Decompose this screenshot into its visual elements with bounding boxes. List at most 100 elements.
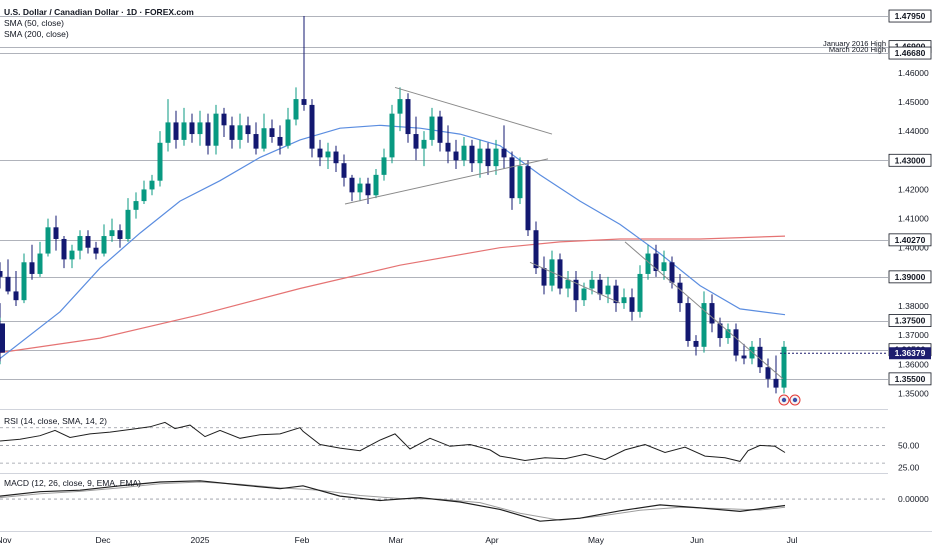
candle-body — [453, 151, 459, 161]
candle-body — [0, 323, 5, 353]
candle-body — [341, 163, 347, 178]
candle-body — [309, 104, 315, 149]
level-annotation: January 2016 High — [823, 39, 886, 48]
level-price-label: 1.43000 — [895, 155, 926, 165]
candle-body — [661, 262, 667, 272]
candle-body — [605, 285, 611, 295]
price-axis-tick-label: 1.36000 — [898, 359, 929, 369]
candle-body — [37, 253, 43, 274]
candle-body — [21, 262, 27, 301]
event-flag-icon — [781, 397, 787, 403]
candle-body — [501, 148, 507, 158]
candle-body — [69, 250, 75, 260]
candle-body — [229, 125, 235, 140]
candle-body — [85, 236, 91, 248]
current-price-label-box — [889, 347, 931, 360]
sma200-legend: SMA (200, close) — [4, 29, 69, 39]
rsi-line — [0, 421, 786, 462]
candle-body — [717, 323, 723, 339]
level-price-label-box — [888, 233, 932, 247]
candle-body — [629, 297, 635, 312]
candle-body — [693, 340, 699, 347]
candle-body — [533, 230, 539, 269]
candle-body — [157, 142, 163, 181]
candle-body — [77, 236, 83, 251]
level-price-label-box — [888, 153, 932, 167]
candle-body — [669, 262, 675, 283]
level-price-label: 1.46680 — [895, 48, 926, 58]
event-flag-icon — [792, 397, 798, 403]
candle-body — [301, 99, 307, 105]
candle-body — [349, 177, 355, 193]
candle-body — [677, 282, 683, 304]
candle-body — [125, 209, 131, 239]
price-axis-tick-label: 1.37000 — [898, 330, 929, 340]
level-price-label: 1.46900 — [895, 42, 926, 52]
candle-body — [773, 378, 779, 388]
candle-body — [0, 271, 3, 277]
candle-body — [733, 329, 739, 356]
candle-body — [565, 279, 571, 289]
candle-body — [245, 125, 251, 135]
candle-body — [645, 253, 651, 274]
candle-body — [405, 99, 411, 135]
time-axis-tick-label: Jun — [690, 535, 704, 545]
candle-body — [325, 151, 331, 158]
current-price-label: 1.36379 — [895, 348, 926, 358]
candle-body — [397, 99, 403, 114]
candle-body — [117, 230, 123, 239]
candle-body — [725, 329, 731, 339]
candle-body — [413, 134, 419, 149]
candle-body — [285, 119, 291, 146]
rsi-axis-tick-label: 25.00 — [898, 463, 920, 473]
time-axis-tick-label: Jul — [787, 535, 798, 545]
price-axis-tick-label: 1.44000 — [898, 126, 929, 136]
candle-body — [149, 180, 155, 190]
price-axis-tick-label: 1.40000 — [898, 243, 929, 253]
candle-body — [365, 183, 371, 196]
candle-body — [765, 367, 771, 379]
level-annotation: March 2020 High — [829, 45, 886, 54]
candle-body — [221, 113, 227, 126]
candle-body — [5, 276, 11, 292]
candle-body — [493, 148, 499, 167]
candle-body — [381, 157, 387, 175]
candle-body — [429, 116, 435, 140]
level-price-label-box — [888, 46, 932, 60]
time-axis-tick-label: 2025 — [191, 535, 210, 545]
trendline — [344, 158, 549, 205]
macd-legend: MACD (12, 26, close, 9, EMA, EMA) — [4, 478, 141, 488]
time-axis-tick-label: May — [588, 535, 605, 545]
candle-body — [653, 253, 659, 272]
candle-body — [269, 128, 275, 137]
candle-body — [213, 113, 219, 146]
rsi-legend: RSI (14, close, SMA, 14, 2) — [4, 416, 107, 426]
price-axis-tick-label: 1.38000 — [898, 301, 929, 311]
candle-body — [509, 157, 515, 199]
price-axis-tick-label: 1.46000 — [898, 68, 929, 78]
rsi-axis-tick-label: 50.00 — [898, 440, 920, 450]
time-axis-tick-label: Dec — [95, 535, 111, 545]
level-price-label: 1.35500 — [895, 374, 926, 384]
candle-body — [709, 303, 715, 324]
candle-body — [101, 236, 107, 254]
level-price-label: 1.47950 — [895, 11, 926, 21]
time-axis-tick-label: Nov — [0, 535, 12, 545]
trendline — [529, 261, 621, 304]
candle-body — [589, 279, 595, 289]
candle-body — [781, 346, 787, 388]
macd-line — [0, 480, 786, 522]
candle-body — [573, 279, 579, 301]
candle-body — [445, 142, 451, 152]
candle-body — [237, 125, 243, 140]
candle-body — [757, 346, 763, 368]
macd-axis-tick-label: 0.00000 — [898, 494, 929, 504]
sma200-line — [0, 235, 786, 354]
candle-body — [461, 145, 467, 161]
candle-body — [701, 303, 707, 347]
candle-body — [197, 122, 203, 135]
candle-body — [181, 122, 187, 140]
candle-body — [469, 145, 475, 164]
level-price-label: 1.37500 — [895, 316, 926, 326]
